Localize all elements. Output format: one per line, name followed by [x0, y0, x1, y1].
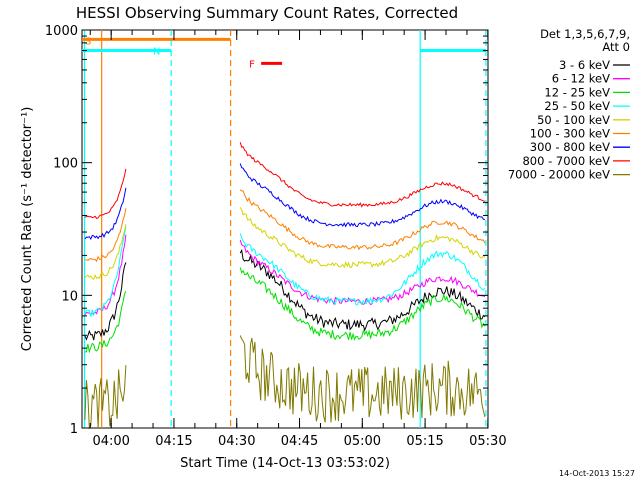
series-line-7000-20000-kev: [84, 335, 486, 430]
y-tick-label: 100: [53, 157, 78, 172]
flag-bars: S N F: [82, 36, 486, 70]
x-tick-label: 05:00: [344, 434, 381, 449]
plot-frame: [81, 29, 489, 429]
legend-label-800-7000-kev: 800 - 7000 keV: [522, 154, 610, 168]
legend-label-300-800-kev: 300 - 800 keV: [530, 140, 610, 154]
legend-label-50-100-kev: 50 - 100 keV: [537, 113, 610, 127]
y-axis: 1 10 100 1000: [45, 24, 488, 437]
series-line-300-800-kev: [84, 163, 485, 241]
x-tick-label: 04:15: [155, 434, 192, 449]
legend-label-100-300-kev: 100 - 300 keV: [530, 127, 610, 141]
x-tick-label: 04:30: [218, 434, 255, 449]
y-tick-label: 1000: [45, 24, 78, 39]
legend-label-12-25-kev: 12 - 25 keV: [544, 85, 610, 99]
series-line-800-7000-kev: [84, 142, 486, 220]
x-axis: 04:00 04:15 04:30 04:45 05:00 05:15 05:30: [89, 30, 507, 449]
x-tick-label: 05:30: [469, 434, 506, 449]
chart-title: HESSI Observing Summary Count Rates, Cor…: [76, 4, 458, 22]
series-line-50-100-kev: [84, 207, 486, 281]
footer-timestamp: 14-Oct-2013 15:27: [559, 469, 635, 478]
legend-header-line-1: Det 1,3,5,6,7,9,: [540, 27, 630, 41]
y-tick-label: 1: [70, 422, 78, 437]
series-line-3-6-kev: [84, 248, 486, 341]
legend-label-25-50-kev: 25 - 50 keV: [544, 99, 610, 113]
series-line-25-50-kev: [84, 226, 486, 317]
series-line-12-25-kev: [84, 267, 486, 354]
y-axis-label: Corrected Count Rate (s⁻¹ detector⁻¹): [20, 107, 35, 352]
legend-label-6-12-kev: 6 - 12 keV: [552, 72, 610, 86]
series-line-100-300-kev: [84, 189, 486, 263]
x-tick-label: 05:15: [406, 434, 443, 449]
y-tick-label: 10: [61, 289, 78, 304]
x-axis-label: Start Time (14-Oct-13 03:53:02): [180, 456, 390, 471]
flag-label: N: [153, 47, 160, 58]
plot-area: SNF 04:00 04:15 04:30 04:45 05:00 05:15 05:30 …: [45, 24, 507, 449]
x-tick-label: 04:00: [92, 434, 129, 449]
vertical-markers: [83, 30, 487, 428]
flag-label: S: [85, 36, 91, 47]
flag-label: F: [249, 59, 255, 70]
legend-label-3-6-kev: 3 - 6 keV: [559, 58, 610, 72]
legend-label-7000-20000-kev: 7000 - 20000 keV: [508, 168, 610, 182]
legend-header-line-2: Att 0: [602, 40, 630, 54]
series-lines: [84, 142, 486, 430]
x-tick-label: 04:45: [281, 434, 318, 449]
